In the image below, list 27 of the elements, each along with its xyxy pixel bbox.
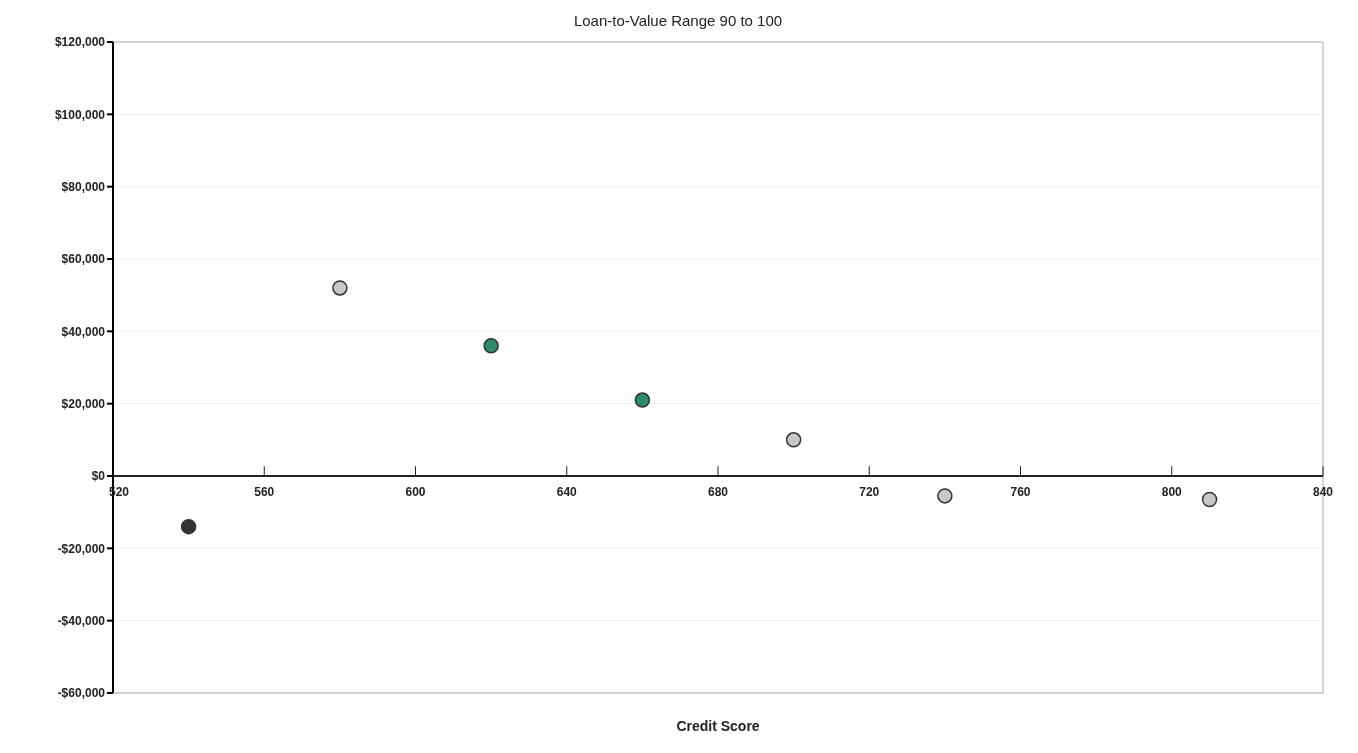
x-tick-label: 560 xyxy=(254,485,275,499)
y-tick-label: $60,000 xyxy=(61,252,106,267)
x-tick-label: 840 xyxy=(1312,485,1334,499)
y-tick-label: $0 xyxy=(91,469,106,484)
point xyxy=(937,488,953,504)
point xyxy=(785,432,802,448)
x-tick-label: 640 xyxy=(556,485,578,499)
point xyxy=(1201,491,1218,508)
point xyxy=(483,338,499,354)
point xyxy=(180,518,197,535)
x-tick-label: 800 xyxy=(1161,485,1183,499)
x-axis-title: Credit Score xyxy=(676,718,760,734)
y-tick-label: -$20,000 xyxy=(57,541,106,556)
y-tick-label: $100,000 xyxy=(54,107,106,122)
x-tick-label: 720 xyxy=(859,485,880,499)
point xyxy=(634,392,651,408)
y-tick-label: $20,000 xyxy=(61,396,106,411)
x-tick-label: 600 xyxy=(405,485,426,499)
y-tick-label: -$60,000 xyxy=(57,686,106,701)
y-tick-label: $40,000 xyxy=(61,324,106,339)
x-tick-label: 680 xyxy=(707,485,729,499)
chart-title: Loan-to-Value Range 90 to 100 xyxy=(572,12,784,29)
y-tick-label: $80,000 xyxy=(61,179,106,194)
x-tick-label: 760 xyxy=(1010,485,1031,499)
point xyxy=(332,280,348,296)
y-tick-label: -$40,000 xyxy=(57,613,106,628)
y-tick-label: $120,000 xyxy=(54,35,106,50)
